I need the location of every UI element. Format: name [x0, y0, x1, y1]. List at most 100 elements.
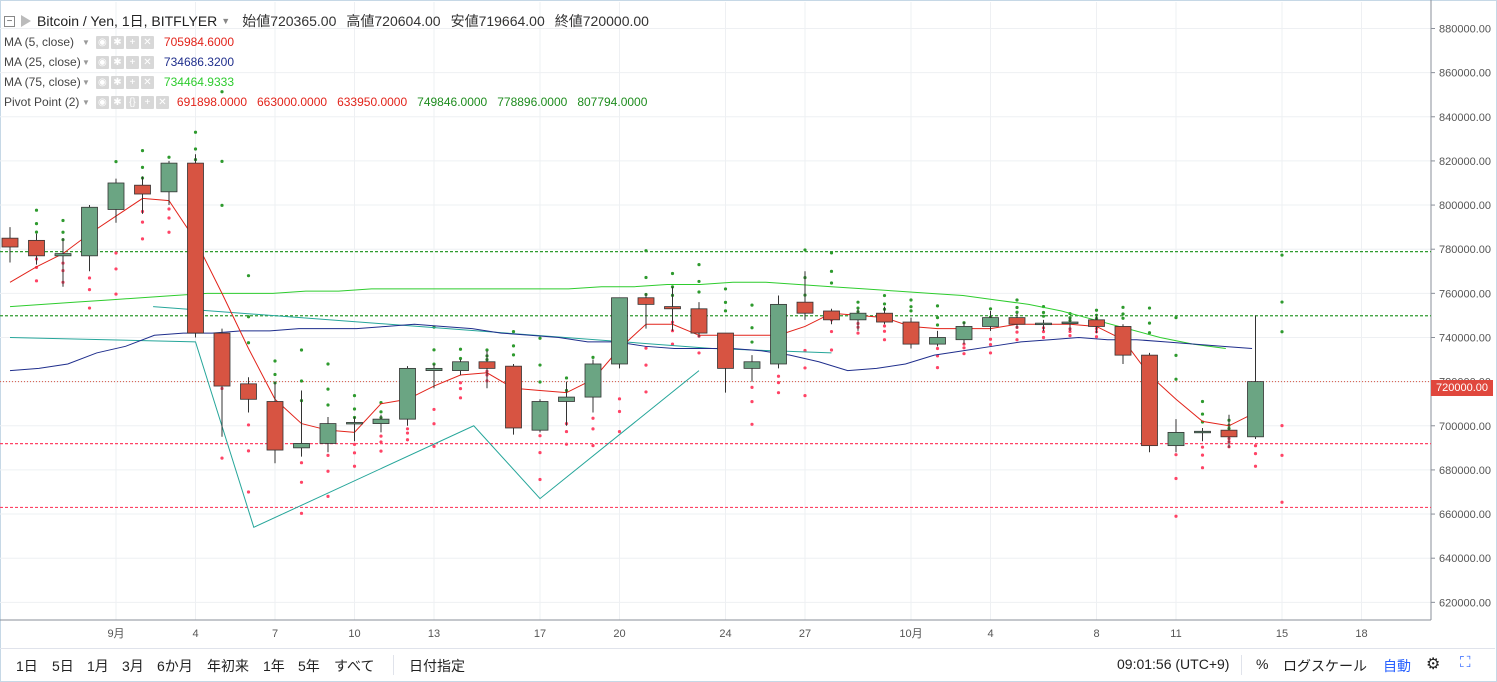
pivot-dot — [935, 315, 940, 320]
chevron-down-icon[interactable]: ▼ — [82, 57, 90, 67]
range-5d-button[interactable]: 5日 — [52, 658, 74, 674]
range-1m-button[interactable]: 1月 — [87, 658, 109, 674]
candle-body — [849, 312, 867, 321]
pivot-dot — [1280, 300, 1284, 304]
close-icon[interactable]: ✕ — [140, 75, 154, 89]
pivot-dot — [538, 363, 542, 367]
pivot-dot — [538, 477, 542, 482]
range-all-button[interactable]: すべて — [334, 658, 375, 674]
plus-icon[interactable]: + — [125, 55, 139, 69]
pivot-dot — [1280, 453, 1284, 457]
gear-icon[interactable]: ✱ — [110, 95, 124, 109]
pivot-dot — [432, 444, 436, 448]
gear-icon[interactable]: ⚙ — [1426, 656, 1441, 673]
candle-body — [1061, 321, 1079, 324]
pivot-dot — [1280, 330, 1284, 334]
pivot-dot — [538, 336, 542, 340]
pivot-dot — [564, 429, 569, 434]
candle-body — [81, 206, 98, 257]
x-tick-label: 8 — [1093, 628, 1099, 640]
pivot-dot — [432, 422, 436, 426]
fullscreen-icon[interactable]: ⛶ — [1460, 654, 1471, 671]
pivot-dot — [34, 230, 39, 234]
gear-icon[interactable]: ✱ — [110, 35, 124, 49]
close-icon[interactable]: ✕ — [140, 55, 154, 69]
plus-icon[interactable]: + — [140, 95, 154, 109]
indicator-name[interactable]: MA (5, close) — [4, 35, 75, 49]
chevron-down-icon[interactable]: ▼ — [82, 97, 90, 107]
range-3m-button[interactable]: 3月 — [122, 658, 144, 674]
goto-date-button[interactable]: 日付指定 — [409, 658, 465, 674]
pivot-dot — [935, 346, 940, 351]
chevron-down-icon[interactable]: ▼ — [82, 37, 90, 47]
pivot-dot — [723, 300, 728, 304]
pivot-dot — [87, 306, 92, 310]
pivot-dot — [803, 366, 807, 370]
pivot-dot — [856, 306, 860, 310]
close-icon[interactable]: ✕ — [155, 95, 169, 109]
range-ytd-button[interactable]: 年初来 — [207, 658, 249, 674]
pivot-dot — [935, 323, 940, 327]
pivot-dot — [1174, 316, 1178, 320]
pivot-dot — [326, 494, 330, 498]
eye-icon[interactable]: ◉ — [95, 35, 109, 49]
eye-icon[interactable]: ◉ — [95, 55, 109, 69]
pivot-dot — [962, 352, 966, 356]
pivot-dot — [326, 469, 330, 473]
plus-icon[interactable]: + — [125, 75, 139, 89]
pivot-dot — [432, 407, 436, 412]
indicator-pivot[interactable]: Pivot Point (2) ▼ ◉ ✱ {} + ✕ 691898.0000… — [4, 93, 651, 111]
clock-display[interactable]: 09:01:56 (UTC+9) — [1117, 656, 1230, 672]
pivot-dot — [1147, 306, 1152, 310]
pivot-dot — [988, 351, 993, 355]
indicator-name[interactable]: MA (25, close) — [4, 55, 81, 69]
candlestick-chart[interactable]: 620000.00 640000.00 660000.00 680000.00 7000… — [0, 0, 1497, 648]
pivot-dot — [114, 292, 118, 296]
pivot-dot — [87, 276, 92, 280]
pivot-dot — [220, 456, 224, 460]
pivot-dot — [34, 208, 39, 212]
pivot-dot — [140, 220, 145, 224]
pivot-dot — [352, 394, 357, 398]
indicator-ma25[interactable]: MA (25, close) ▼ ◉ ✱ + ✕ 734686.3200 — [4, 53, 234, 71]
candle-body — [796, 301, 814, 314]
indicator-ma75[interactable]: MA (75, close) ▼ ◉ ✱ + ✕ 734464.9333 — [4, 73, 234, 91]
collapse-icon[interactable]: − — [4, 15, 15, 27]
auto-scale-button[interactable]: 自動 — [1383, 658, 1411, 674]
high-value: 720604.00 — [374, 13, 441, 29]
indicator-name[interactable]: MA (75, close) — [4, 75, 81, 89]
pivot-dot — [564, 442, 569, 446]
chevron-down-icon[interactable]: ▼ — [82, 77, 90, 87]
chevron-down-icon[interactable]: ▼ — [221, 16, 231, 26]
pivot-dot — [485, 348, 489, 352]
code-icon[interactable]: {} — [125, 95, 139, 109]
eye-icon[interactable]: ◉ — [95, 75, 109, 89]
range-1d-button[interactable]: 1日 — [16, 658, 38, 674]
pivot-dot — [644, 275, 648, 280]
range-5y-button[interactable]: 5年 — [298, 658, 320, 674]
flag-icon[interactable] — [21, 15, 31, 27]
indicator-name[interactable]: Pivot Point (2) — [4, 95, 80, 109]
pivot-dot — [1174, 353, 1178, 357]
symbol-title[interactable]: Bitcoin / Yen, 1日, BITFLYER — [37, 13, 218, 29]
candle-body — [293, 443, 310, 449]
candle-body — [319, 423, 337, 444]
gear-icon[interactable]: ✱ — [110, 55, 124, 69]
x-tick-label: 18 — [1355, 628, 1367, 640]
plus-icon[interactable]: + — [125, 35, 139, 49]
close-icon[interactable]: ✕ — [140, 35, 154, 49]
pivot-dot — [220, 159, 224, 163]
candle-body — [28, 239, 45, 257]
gear-icon[interactable]: ✱ — [110, 75, 124, 89]
pivot-dot — [140, 237, 145, 241]
range-6m-button[interactable]: 6か月 — [157, 658, 193, 674]
pivot-dot — [1174, 514, 1178, 518]
log-scale-button[interactable]: ログスケール — [1283, 658, 1367, 674]
zigzag-line — [9, 336, 700, 528]
eye-icon[interactable]: ◉ — [95, 95, 109, 109]
pivot-dot — [140, 165, 145, 169]
percent-button[interactable]: % — [1256, 656, 1269, 672]
range-1y-button[interactable]: 1年 — [263, 658, 285, 674]
indicator-ma5[interactable]: MA (5, close) ▼ ◉ ✱ + ✕ 705984.6000 — [4, 33, 234, 51]
pivot-dot — [723, 309, 728, 313]
